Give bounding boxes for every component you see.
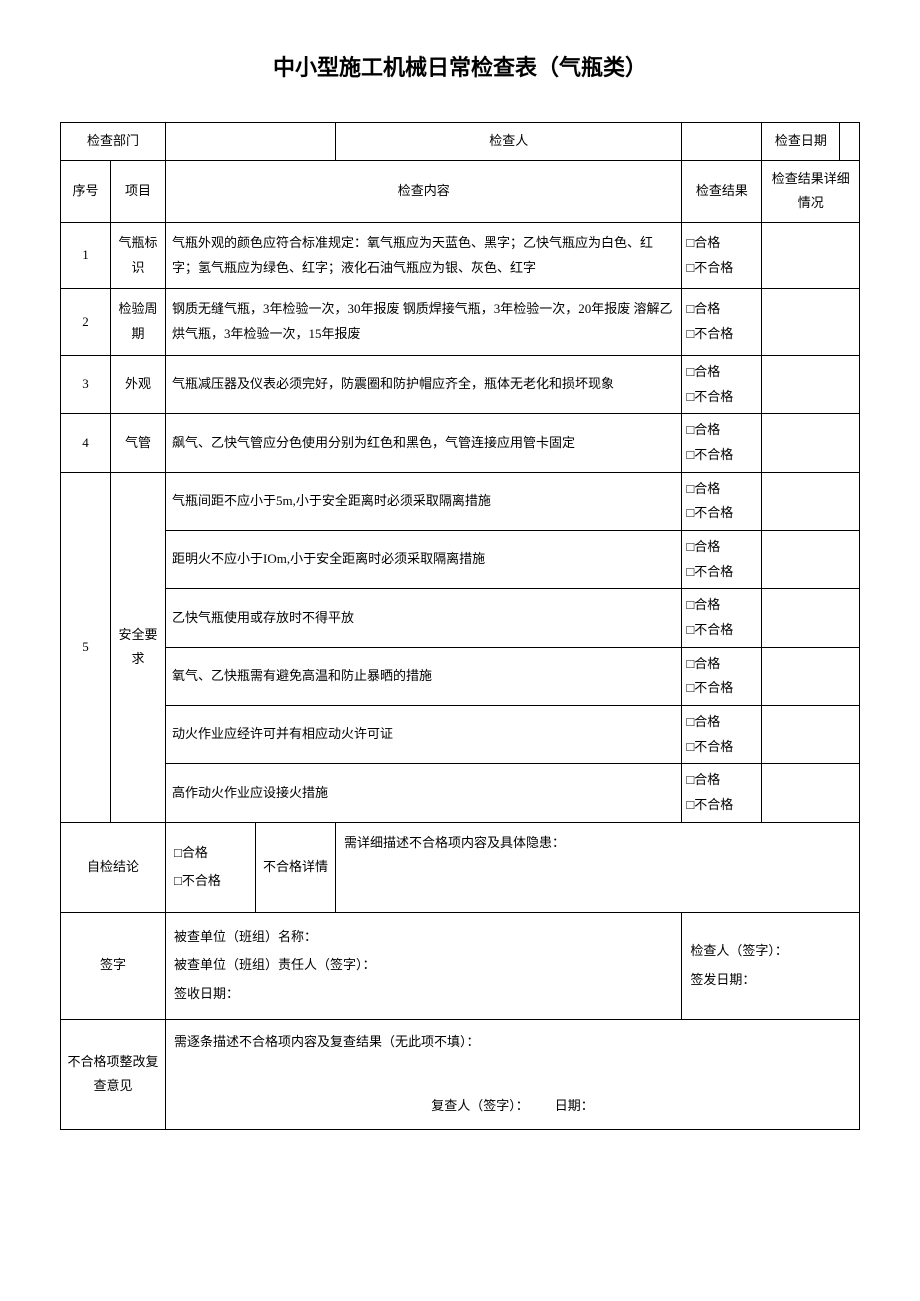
detail-cell: [762, 355, 860, 413]
result-cell: □合格□不合格: [682, 764, 762, 822]
signature-label: 签字: [61, 912, 166, 1019]
item-cell: 检验周期: [111, 289, 166, 355]
detail-cell: [762, 414, 860, 472]
conclusion-detail-desc: 需详细描述不合格项内容及具体隐患：: [336, 822, 860, 912]
review-content: 需逐条描述不合格项内容及复查结果（无此项不填）： 复查人（签字）： 日期：: [166, 1019, 860, 1129]
detail-cell: [762, 530, 860, 588]
conclusion-options: □合格□不合格: [166, 822, 256, 912]
item-cell: 安全要求: [111, 472, 166, 822]
result-cell: □合格□不合格: [682, 706, 762, 764]
item-cell: 气瓶标识: [111, 223, 166, 289]
content-cell: 动火作业应经许可并有相应动火许可证: [166, 706, 682, 764]
column-header-row: 序号 项目 检查内容 检查结果 检查结果详细情况: [61, 160, 860, 222]
content-cell: 乙快气瓶使用或存放时不得平放: [166, 589, 682, 647]
inspector-value: [682, 123, 762, 161]
col-seq: 序号: [61, 160, 111, 222]
detail-cell: [762, 647, 860, 705]
result-cell: □合格□不合格: [682, 414, 762, 472]
item-cell: 外观: [111, 355, 166, 413]
result-cell: □合格□不合格: [682, 289, 762, 355]
detail-cell: [762, 289, 860, 355]
content-cell: 高作动火作业应设接火措施: [166, 764, 682, 822]
review-label: 不合格项整改复查意见: [61, 1019, 166, 1129]
seq-cell: 5: [61, 472, 111, 822]
review-row: 不合格项整改复查意见 需逐条描述不合格项内容及复查结果（无此项不填）： 复查人（…: [61, 1019, 860, 1129]
col-content: 检查内容: [166, 160, 682, 222]
page-title: 中小型施工机械日常检查表（气瓶类）: [60, 50, 860, 82]
date-label: 检查日期: [762, 123, 840, 161]
dept-value: [166, 123, 336, 161]
table-row: 距明火不应小于IOm,小于安全距离时必须采取隔离措施 □合格□不合格: [61, 530, 860, 588]
seq-cell: 1: [61, 223, 111, 289]
detail-cell: [762, 706, 860, 764]
conclusion-row: 自检结论 □合格□不合格 不合格详情 需详细描述不合格项内容及具体隐患：: [61, 822, 860, 912]
seq-cell: 2: [61, 289, 111, 355]
result-cell: □合格□不合格: [682, 355, 762, 413]
result-cell: □合格□不合格: [682, 472, 762, 530]
content-cell: 距明火不应小于IOm,小于安全距离时必须采取隔离措施: [166, 530, 682, 588]
item-cell: 气管: [111, 414, 166, 472]
signature-unit: 被查单位（班组）名称： 被查单位（班组）责任人（签字）： 签收日期：: [166, 912, 682, 1019]
conclusion-detail-label: 不合格详情: [256, 822, 336, 912]
col-item: 项目: [111, 160, 166, 222]
table-row: 氧气、乙快瓶需有避免高温和防止暴晒的措施 □合格□不合格: [61, 647, 860, 705]
conclusion-label: 自检结论: [61, 822, 166, 912]
dept-label: 检查部门: [61, 123, 166, 161]
content-cell: 钢质无缝气瓶，3年检验一次，30年报废 钢质焊接气瓶，3年检验一次，20年报废 …: [166, 289, 682, 355]
inspector-label: 检查人: [336, 123, 682, 161]
inspection-table: 检查部门 检查人 检查日期 序号 项目 检查内容 检查结果 检查结果详细情况 1…: [60, 122, 860, 1130]
detail-cell: [762, 589, 860, 647]
content-cell: 气瓶减压器及仪表必须完好，防震圈和防护帽应齐全，瓶体无老化和损坏现象: [166, 355, 682, 413]
date-value: [840, 123, 860, 161]
table-row: 高作动火作业应设接火措施 □合格□不合格: [61, 764, 860, 822]
content-cell: 气瓶外观的颜色应符合标准规定：氧气瓶应为天蓝色、黑字；乙快气瓶应为白色、红字；氢…: [166, 223, 682, 289]
table-row: 动火作业应经许可并有相应动火许可证 □合格□不合格: [61, 706, 860, 764]
table-row: 乙快气瓶使用或存放时不得平放 □合格□不合格: [61, 589, 860, 647]
result-cell: □合格□不合格: [682, 647, 762, 705]
result-cell: □合格□不合格: [682, 530, 762, 588]
table-row: 5 安全要求 气瓶间距不应小于5m,小于安全距离时必须采取隔离措施 □合格□不合…: [61, 472, 860, 530]
col-result: 检查结果: [682, 160, 762, 222]
table-row: 1 气瓶标识 气瓶外观的颜色应符合标准规定：氧气瓶应为天蓝色、黑字；乙快气瓶应为…: [61, 223, 860, 289]
detail-cell: [762, 472, 860, 530]
detail-cell: [762, 764, 860, 822]
header-row: 检查部门 检查人 检查日期: [61, 123, 860, 161]
signature-row: 签字 被查单位（班组）名称： 被查单位（班组）责任人（签字）： 签收日期： 检查…: [61, 912, 860, 1019]
table-row: 3 外观 气瓶减压器及仪表必须完好，防震圈和防护帽应齐全，瓶体无老化和损坏现象 …: [61, 355, 860, 413]
detail-cell: [762, 223, 860, 289]
table-row: 2 检验周期 钢质无缝气瓶，3年检验一次，30年报废 钢质焊接气瓶，3年检验一次…: [61, 289, 860, 355]
seq-cell: 3: [61, 355, 111, 413]
content-cell: 飙气、乙快气管应分色使用分别为红色和黑色，气管连接应用管卡固定: [166, 414, 682, 472]
col-detail: 检查结果详细情况: [762, 160, 860, 222]
signature-inspector: 检查人（签字）： 签发日期：: [682, 912, 860, 1019]
seq-cell: 4: [61, 414, 111, 472]
content-cell: 气瓶间距不应小于5m,小于安全距离时必须采取隔离措施: [166, 472, 682, 530]
result-cell: □合格□不合格: [682, 223, 762, 289]
result-cell: □合格□不合格: [682, 589, 762, 647]
content-cell: 氧气、乙快瓶需有避免高温和防止暴晒的措施: [166, 647, 682, 705]
table-row: 4 气管 飙气、乙快气管应分色使用分别为红色和黑色，气管连接应用管卡固定 □合格…: [61, 414, 860, 472]
